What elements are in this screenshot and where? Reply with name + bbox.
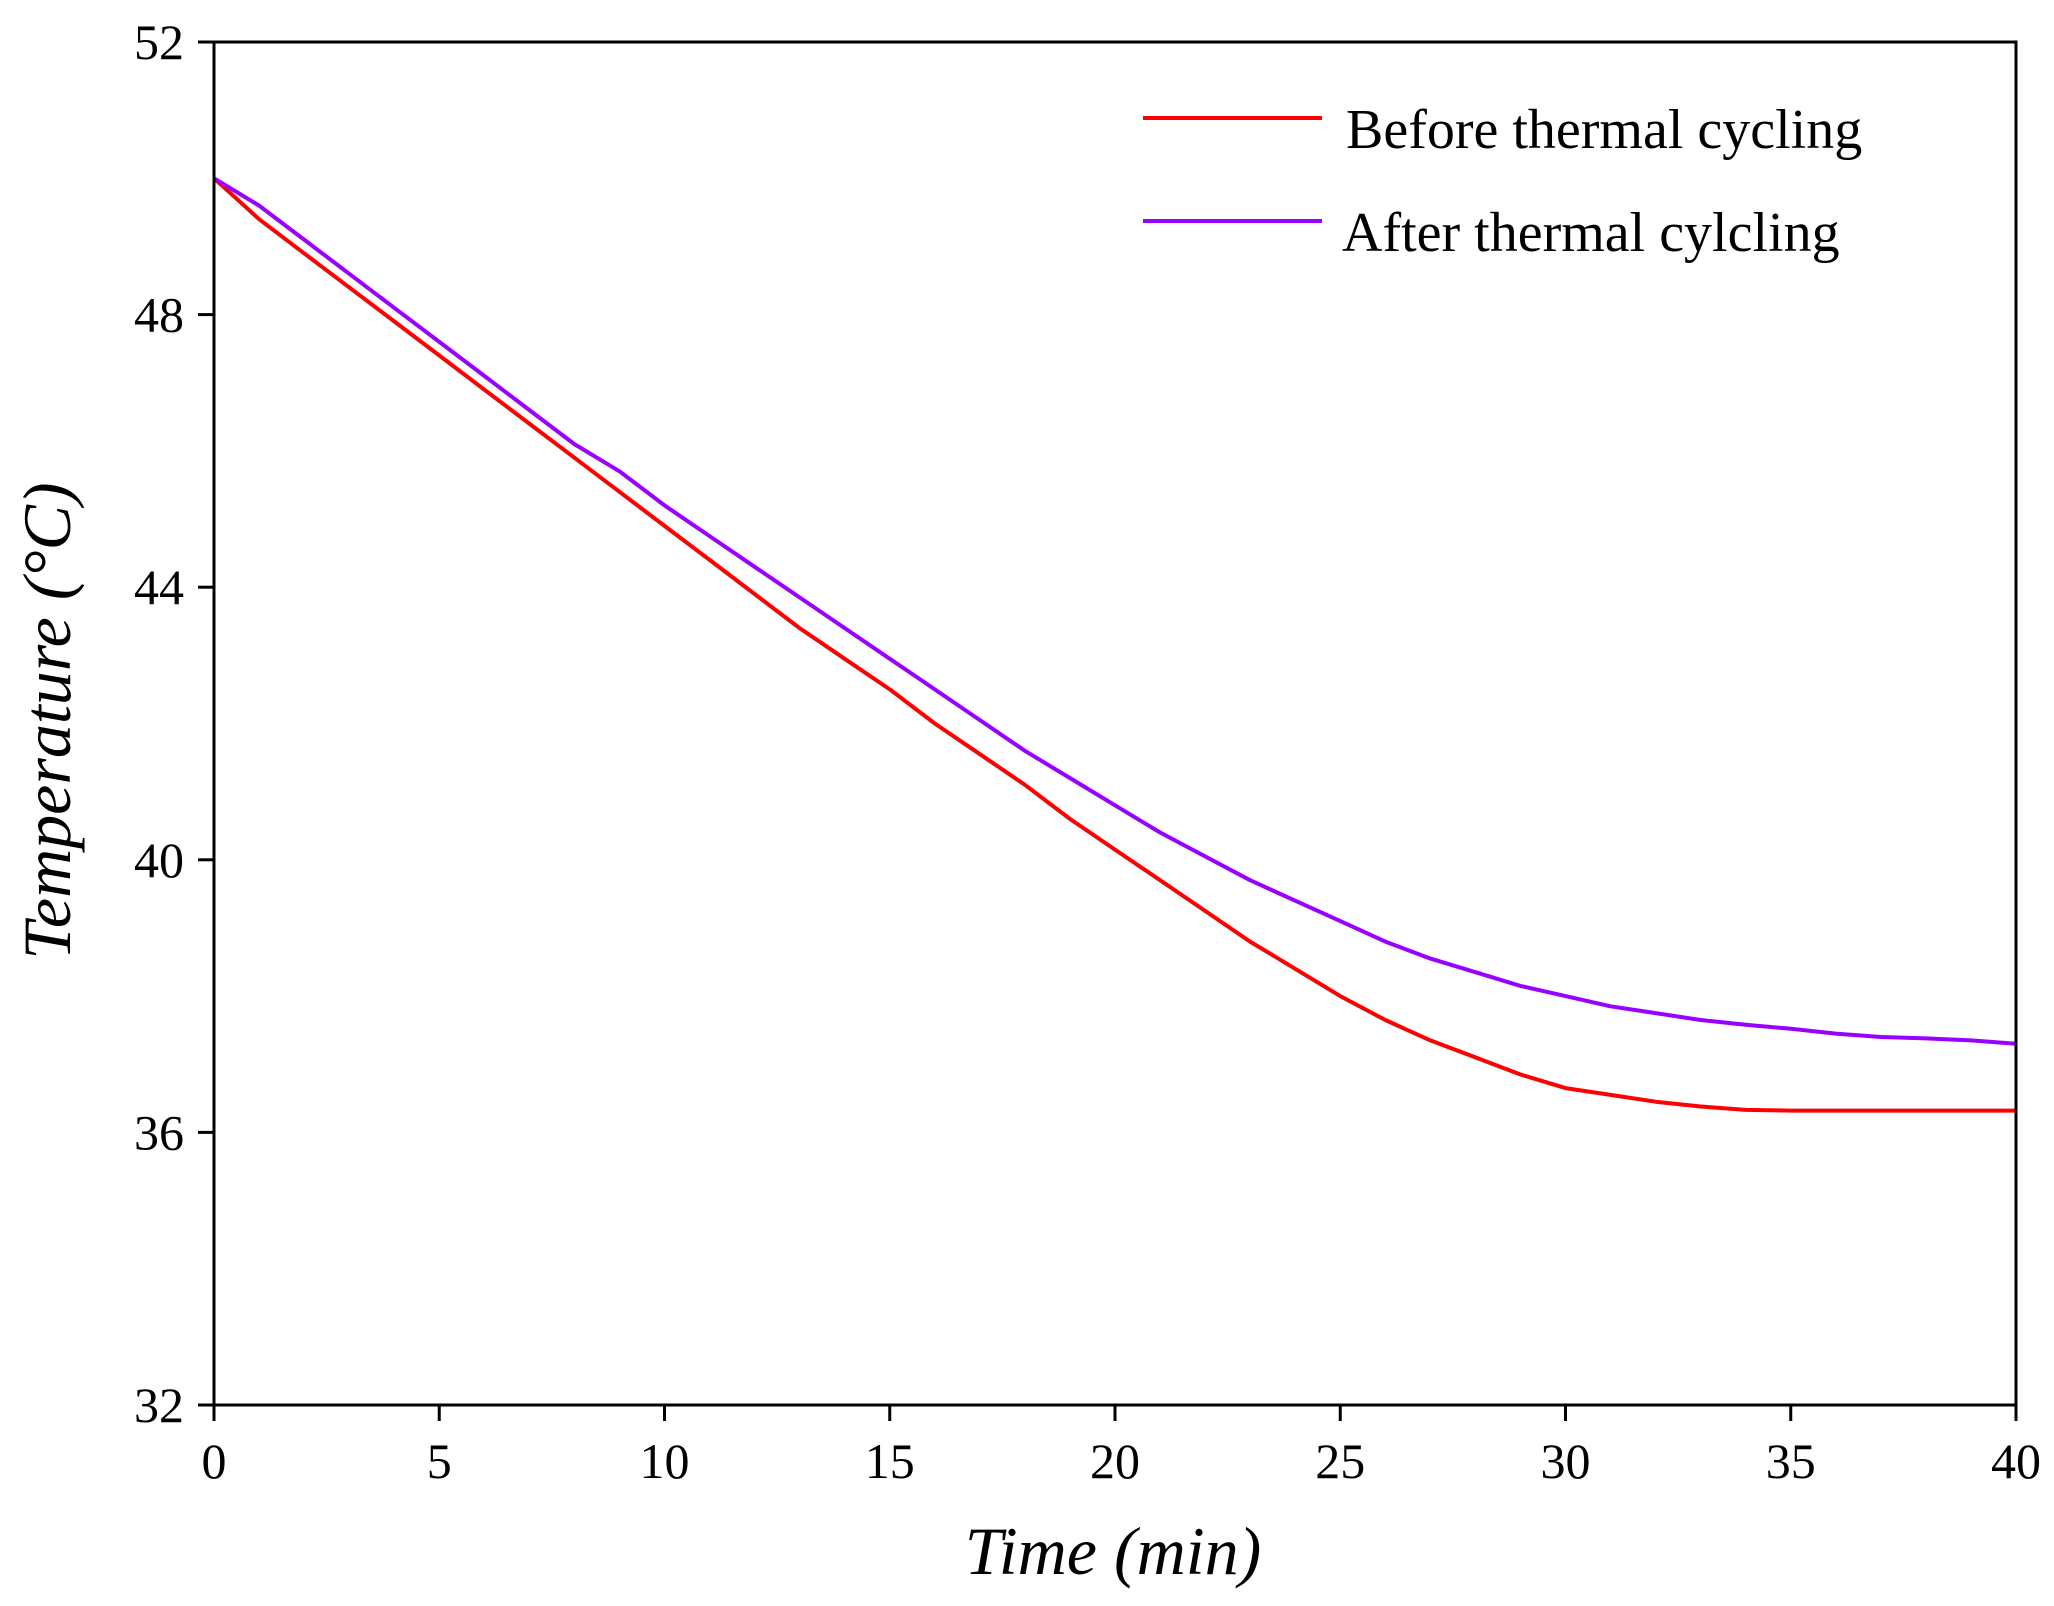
y-axis-title: Temperature (°C) — [9, 482, 85, 959]
legend: Before thermal cycling After thermal cyl… — [1143, 99, 1862, 264]
x-tick-label-25: 25 — [1315, 1433, 1365, 1489]
x-tick-label-15: 15 — [865, 1433, 915, 1489]
x-tick-label-10: 10 — [640, 1433, 690, 1489]
legend-label-before: Before thermal cycling — [1346, 99, 1862, 161]
legend-label-after: After thermal cylcling — [1342, 202, 1840, 264]
y-tick-label-52: 52 — [134, 14, 184, 70]
y-tick-label-40: 40 — [134, 832, 184, 888]
x-axis-title: Time (min) — [965, 1513, 1262, 1589]
y-tick-label-44: 44 — [134, 559, 184, 615]
series-line-0 — [212, 176, 2016, 1113]
y-tick-label-36: 36 — [134, 1104, 184, 1160]
x-tick-label-30: 30 — [1541, 1433, 1591, 1489]
x-tick-label-0: 0 — [202, 1433, 227, 1489]
axes: 0 5 10 15 20 25 30 35 40 32 36 40 44 48 52 — [134, 14, 2041, 1489]
x-tick-label-20: 20 — [1090, 1433, 1140, 1489]
y-tick-label-32: 32 — [134, 1377, 184, 1433]
x-tick-label-5: 5 — [427, 1433, 452, 1489]
y-tick-label-48: 48 — [134, 287, 184, 343]
plot-area — [212, 176, 2017, 1113]
x-tick-label-40: 40 — [1991, 1433, 2041, 1489]
x-tick-label-35: 35 — [1766, 1433, 1816, 1489]
series-line-1 — [212, 176, 2017, 1046]
